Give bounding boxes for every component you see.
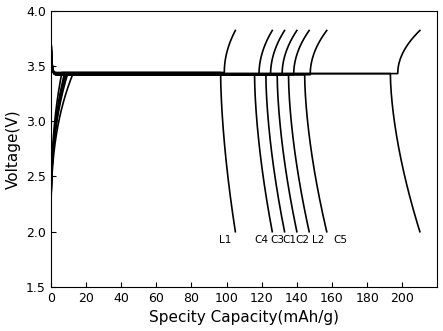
Text: L2: L2 [312,235,324,245]
Text: C1: C1 [283,235,297,245]
Text: C4: C4 [255,235,269,245]
Text: L1: L1 [219,235,231,245]
Text: C5: C5 [334,235,348,245]
Y-axis label: Voltage(V): Voltage(V) [6,109,20,189]
X-axis label: Specity Capacity(mAh/g): Specity Capacity(mAh/g) [149,310,339,325]
Text: C2: C2 [295,235,309,245]
Text: C3: C3 [271,235,284,245]
